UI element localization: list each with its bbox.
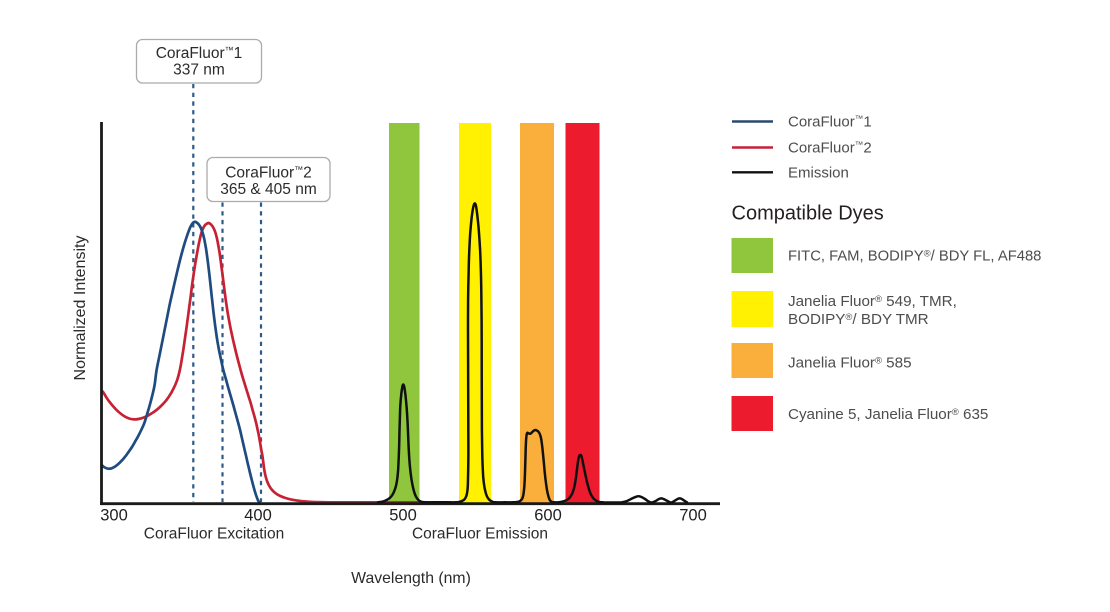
svg-text:Cyanine 5, Janelia Fluor® 635: Cyanine 5, Janelia Fluor® 635 [788,406,988,423]
svg-text:BODIPY®/ BDY TMR: BODIPY®/ BDY TMR [788,311,929,328]
svg-text:CoraFluor Excitation: CoraFluor Excitation [144,526,284,543]
svg-text:CoraFluor™2: CoraFluor™2 [788,140,872,157]
svg-text:Emission: Emission [788,165,849,182]
svg-text:CoraFluor Emission: CoraFluor Emission [412,526,548,543]
svg-text:400: 400 [244,507,272,525]
svg-text:CoraFluor™1: CoraFluor™1 [156,45,243,62]
svg-text:Normalized Intensity: Normalized Intensity [72,236,89,381]
svg-text:Janelia Fluor® 585: Janelia Fluor® 585 [788,354,912,371]
svg-text:500: 500 [389,507,417,525]
svg-text:Compatible Dyes: Compatible Dyes [732,203,884,225]
svg-text:600: 600 [534,507,562,525]
svg-text:FITC, FAM, BODIPY®/ BDY FL, AF: FITC, FAM, BODIPY®/ BDY FL, AF488 [788,248,1041,264]
svg-text:365 & 405 nm: 365 & 405 nm [220,181,317,198]
svg-text:337 nm: 337 nm [173,61,225,78]
svg-text:700: 700 [679,507,707,525]
svg-text:300: 300 [100,507,128,525]
svg-text:CoraFluor™2: CoraFluor™2 [225,165,312,182]
svg-text:Wavelength (nm): Wavelength (nm) [351,570,471,587]
svg-text:Janelia Fluor® 549, TMR,: Janelia Fluor® 549, TMR, [788,293,957,310]
svg-text:CoraFluor™1: CoraFluor™1 [788,114,872,131]
